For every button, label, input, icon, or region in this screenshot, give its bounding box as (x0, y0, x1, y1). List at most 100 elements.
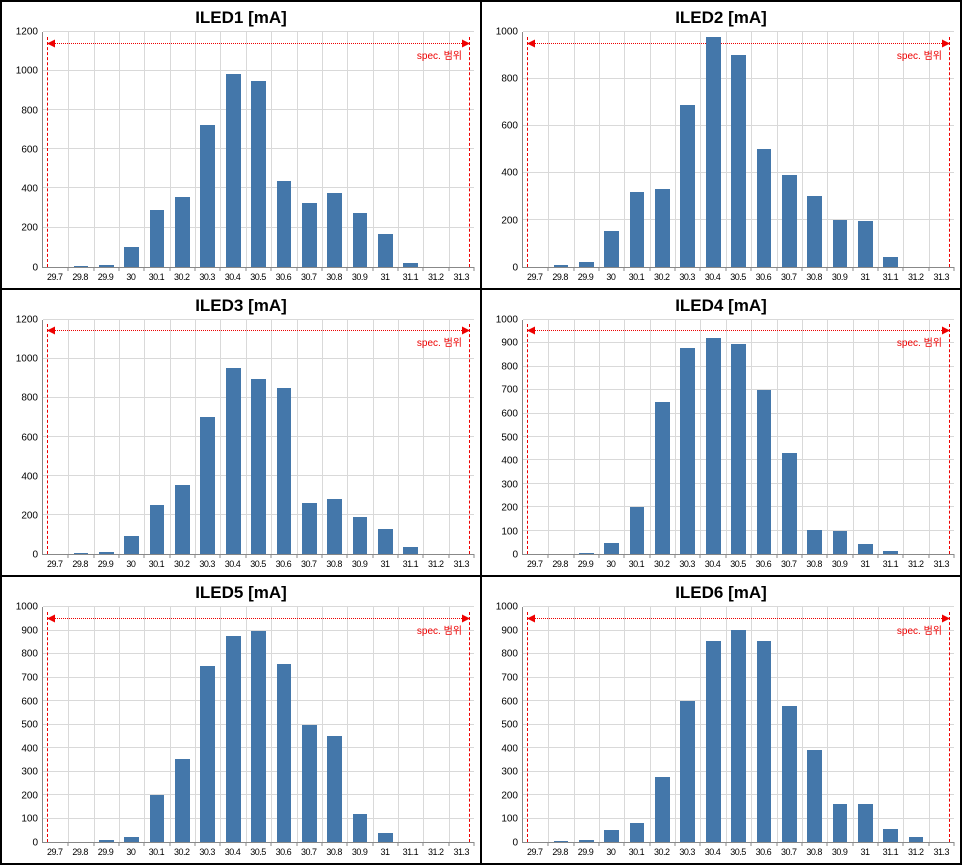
x-tick-label: 30.5 (725, 555, 750, 573)
chart-title: ILED6 [mA] (488, 583, 954, 603)
bar (833, 220, 848, 267)
bar (731, 344, 746, 554)
x-tick-label: 30.7 (296, 843, 321, 861)
bar (302, 725, 317, 842)
bar-slot (322, 32, 347, 267)
x-tick-label: 30.3 (194, 268, 219, 286)
bar (327, 736, 342, 842)
bar (378, 234, 393, 266)
y-tick-label: 1200 (16, 314, 38, 325)
x-tick-label: 30.3 (194, 555, 219, 573)
bar (200, 417, 215, 554)
bar-slot (853, 320, 878, 555)
bar-slot (802, 32, 827, 267)
bar (403, 547, 418, 554)
bar-slot (574, 32, 599, 267)
x-tick-label: 29.7 (522, 555, 547, 573)
x-axis: 29.729.829.93030.130.230.330.430.530.630… (42, 555, 474, 573)
y-tick-label: 800 (501, 361, 518, 372)
bar-slot (423, 320, 448, 555)
bar-slot (726, 32, 751, 267)
x-tick-label: 30 (118, 843, 143, 861)
bar (150, 210, 165, 267)
y-tick-label: 200 (21, 223, 38, 234)
bar-slot (701, 607, 726, 842)
chart-grid: ILED1 [mA]020040060080010001200spec. 범위2… (0, 0, 962, 865)
bar-slot (68, 32, 93, 267)
bar-slot (170, 32, 195, 267)
x-tick-label: 29.8 (547, 555, 572, 573)
bar (807, 530, 822, 555)
x-tick-label: 29.8 (67, 555, 92, 573)
bar-slot (548, 607, 573, 842)
x-tick-label: 30.7 (296, 555, 321, 573)
y-tick-label: 600 (501, 408, 518, 419)
bar-slot (297, 320, 322, 555)
y-tick-label: 0 (512, 837, 518, 848)
x-tick-label: 30.8 (801, 268, 826, 286)
bar (150, 505, 165, 554)
bar-slot (878, 32, 903, 267)
x-axis: 29.729.829.93030.130.230.330.430.530.630… (42, 843, 474, 861)
y-tick-label: 200 (21, 790, 38, 801)
bar-slot (144, 607, 169, 842)
bar (353, 814, 368, 842)
plot-area: spec. 범위 (42, 320, 474, 556)
y-tick-label: 500 (501, 432, 518, 443)
y-tick-label: 1000 (16, 66, 38, 77)
bar-slot (170, 607, 195, 842)
bar (655, 402, 670, 555)
x-tick-label: 30.8 (801, 843, 826, 861)
y-tick-label: 700 (21, 673, 38, 684)
bar (604, 830, 619, 842)
x-tick-label: 31.1 (398, 555, 423, 573)
bar-slot (68, 320, 93, 555)
bar-slot (68, 607, 93, 842)
x-tick-label: 30.4 (220, 843, 245, 861)
bar (604, 231, 619, 266)
x-tick-label: 31.1 (398, 843, 423, 861)
plot-area: spec. 범위 (522, 320, 954, 556)
x-tick-label: 30 (118, 268, 143, 286)
bar (302, 203, 317, 267)
bar-slot (373, 320, 398, 555)
y-tick-label: 400 (501, 743, 518, 754)
bar (226, 368, 241, 555)
bar-slot (195, 320, 220, 555)
bar-slot (322, 320, 347, 555)
bar (277, 388, 292, 554)
chart-title: ILED4 [mA] (488, 296, 954, 316)
y-tick-label: 400 (501, 168, 518, 179)
bars-container (43, 320, 474, 555)
bar (327, 193, 342, 266)
bar-slot (119, 32, 144, 267)
x-tick-label: 29.7 (42, 843, 67, 861)
x-tick-label: 29.8 (547, 268, 572, 286)
y-tick-label: 600 (21, 696, 38, 707)
bar-slot (271, 607, 296, 842)
bar-slot (751, 607, 776, 842)
bar-slot (94, 32, 119, 267)
chart-area: 01002003004005006007008009001000spec. 범위… (8, 607, 474, 861)
x-tick-label: 30.5 (725, 843, 750, 861)
bar-slot (271, 320, 296, 555)
bar-slot (449, 607, 474, 842)
bar-slot (751, 320, 776, 555)
x-tick-label: 30.8 (801, 555, 826, 573)
bar (99, 265, 114, 267)
bar (630, 507, 645, 554)
bar (175, 197, 190, 266)
bar-slot (802, 320, 827, 555)
x-tick-label: 31.3 (929, 555, 954, 573)
y-tick-label: 1000 (496, 602, 518, 613)
x-tick-label: 30.6 (751, 268, 776, 286)
y-tick-label: 900 (501, 338, 518, 349)
x-tick-label: 30.1 (144, 555, 169, 573)
bar-slot (726, 320, 751, 555)
chart-panel-3: ILED3 [mA]020040060080010001200spec. 범위2… (1, 289, 481, 577)
x-axis: 29.729.829.93030.130.230.330.430.530.630… (522, 843, 954, 861)
bar (226, 74, 241, 267)
bar-slot (195, 32, 220, 267)
x-tick-label: 30.6 (271, 843, 296, 861)
x-tick-label: 30.6 (751, 555, 776, 573)
